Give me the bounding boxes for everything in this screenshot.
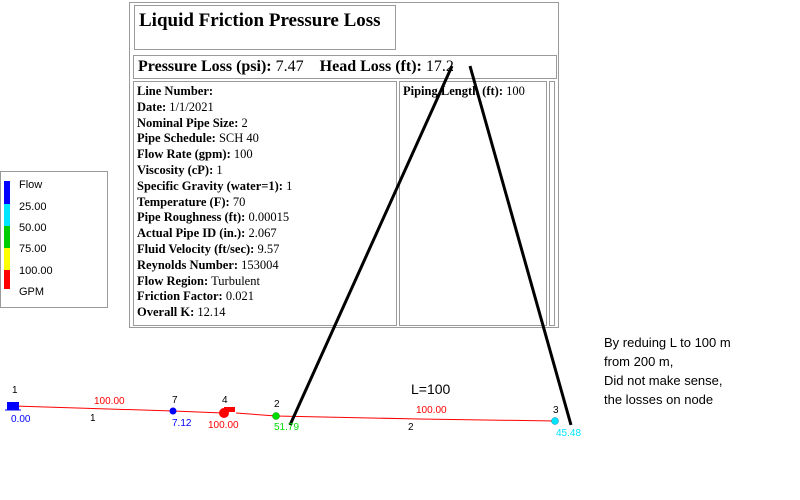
detail-row: Viscosity (cP): 1 (137, 162, 223, 177)
loss-summary: Pressure Loss (psi): 7.47 Head Loss (ft)… (133, 55, 557, 79)
pressure-loss-label: Pressure Loss (psi): (138, 58, 272, 75)
detail-row: Pipe Schedule: SCH 40 (137, 131, 259, 146)
annotation-line (288, 65, 454, 426)
link-id: 1 (90, 413, 96, 424)
node-id: 3 (553, 405, 559, 416)
legend-color-cyan (4, 204, 10, 226)
node-value: 7.12 (172, 418, 192, 429)
legend-level: 100.00 (19, 265, 53, 277)
reservoir-icon[interactable] (7, 402, 19, 410)
pipe-link-1[interactable] (13, 405, 224, 414)
pipe-link-2[interactable] (235, 412, 556, 422)
detail-row: Reynolds Number: 153004 (137, 257, 279, 272)
detail-row: Overall K: 12.14 (137, 305, 226, 320)
junction-node-icon[interactable] (169, 407, 177, 415)
detail-row: Nominal Pipe Size: 2 (137, 115, 248, 130)
pressure-loss-value: 7.47 (275, 58, 304, 75)
detail-row: Specific Gravity (water=1): 1 (137, 178, 293, 193)
node-value: 100.00 (208, 420, 239, 431)
node-id: 4 (222, 395, 228, 406)
note-line: the losses on node (604, 392, 714, 407)
legend-level: 75.00 (19, 243, 47, 255)
note-line: Did not make sense, (604, 373, 723, 388)
details-panel: Line Number: Date: 1/1/2021 Nominal Pipe… (133, 81, 397, 326)
piping-length-value: 100 (506, 84, 525, 98)
flow-legend: Flow 25.00 50.00 75.00 100.00 GPM (0, 171, 108, 308)
legend-title: Flow (19, 179, 43, 191)
detail-row: Fluid Velocity (ft/sec): 9.57 (137, 241, 280, 256)
link-flow: 100.00 (94, 396, 125, 407)
head-loss-label: Head Loss (ft): (319, 58, 422, 75)
note-line: from 200 m, (604, 354, 674, 369)
node-value: 45.48 (556, 428, 582, 439)
head-loss-value: 17.2 (425, 58, 454, 75)
legend-unit: GPM (19, 286, 45, 298)
legend-color-blue (4, 181, 10, 204)
detail-row: Date: 1/1/2021 (137, 99, 214, 114)
detail-row: Line Number: (137, 84, 214, 98)
annotation-line (468, 65, 573, 426)
detail-row: Pipe Roughness (ft): 0.00015 (137, 210, 290, 225)
legend-level: 25.00 (19, 201, 47, 213)
detail-row: Flow Rate (gpm): 100 (137, 147, 253, 162)
junction-node-icon[interactable] (551, 417, 559, 425)
legend-color-yellow (4, 248, 10, 270)
legend-color-green (4, 226, 10, 248)
link-flow: 100.00 (416, 405, 447, 416)
node-value: 0.00 (11, 414, 31, 425)
detail-row: Flow Region: Turbulent (137, 273, 260, 288)
legend-level: 50.00 (19, 222, 47, 234)
node-id: 1 (12, 385, 18, 396)
detail-row: Temperature (F): 70 (137, 194, 246, 209)
scrollbar[interactable] (549, 81, 555, 326)
report-title: Liquid Friction Pressure Loss (134, 5, 396, 50)
node-id: 2 (274, 399, 280, 410)
node-id: 7 (172, 395, 178, 406)
junction-node-icon[interactable] (272, 412, 280, 420)
node-value: 51.79 (274, 422, 300, 433)
note-line: By reduing L to 100 m (604, 335, 731, 350)
legend-color-red (4, 270, 10, 289)
report-window (129, 2, 559, 328)
detail-row: Friction Factor: 0.021 (137, 289, 254, 304)
annotation-note: By reduing L to 100 m from 200 m, Did no… (604, 333, 794, 409)
length-annotation: L=100 (411, 381, 451, 397)
link-id: 2 (408, 422, 414, 433)
detail-row: Actual Pipe ID (in.): 2.067 (137, 226, 277, 241)
